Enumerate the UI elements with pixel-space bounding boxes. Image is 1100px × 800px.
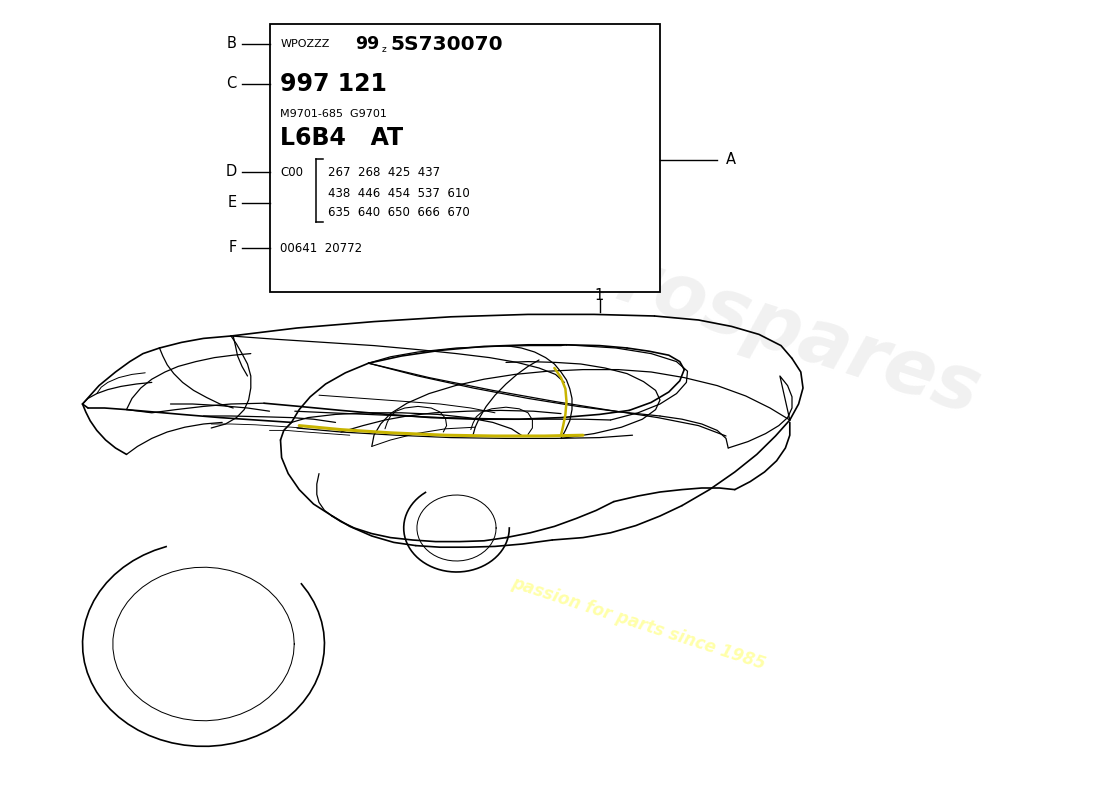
Bar (270, 24, 660, 292)
Text: 267  268  425  437: 267 268 425 437 (328, 166, 440, 178)
Text: passion for parts since 1985: passion for parts since 1985 (508, 574, 768, 674)
Text: L6B4   AT: L6B4 AT (280, 126, 404, 150)
Text: 1: 1 (595, 289, 604, 303)
Text: 99: 99 (355, 35, 380, 53)
Text: F: F (229, 241, 236, 255)
Text: D: D (226, 165, 236, 179)
Text: C: C (227, 77, 236, 91)
Text: E: E (228, 195, 236, 210)
Text: 997 121: 997 121 (280, 72, 387, 96)
Text: A: A (726, 153, 736, 167)
Text: 438  446  454  537  610: 438 446 454 537 610 (328, 187, 470, 200)
Text: WPOZZZ: WPOZZZ (280, 39, 330, 49)
Text: 00641  20772: 00641 20772 (280, 242, 363, 254)
Text: eurospares: eurospares (507, 210, 989, 430)
Text: z: z (382, 45, 386, 54)
Text: 5S730070: 5S730070 (390, 34, 503, 54)
Text: B: B (227, 37, 236, 51)
Text: C00: C00 (280, 166, 304, 178)
Text: 635  640  650  666  670: 635 640 650 666 670 (328, 206, 470, 218)
Text: M9701-685  G9701: M9701-685 G9701 (280, 109, 387, 118)
